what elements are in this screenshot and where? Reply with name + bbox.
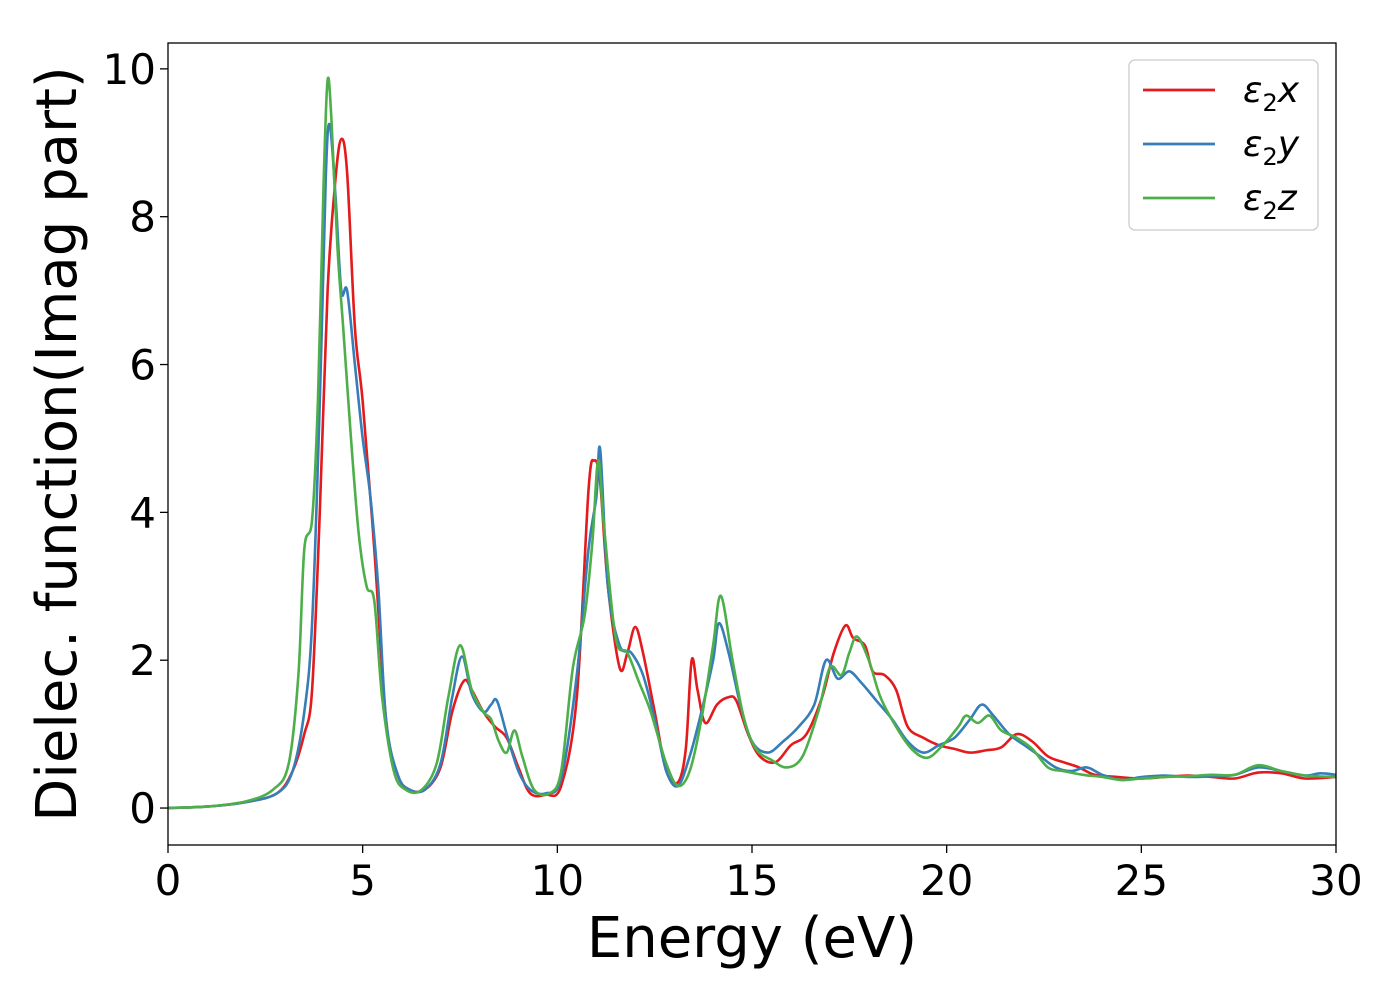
y-tick-label: 6 — [129, 341, 156, 390]
x-tick-label: 0 — [155, 856, 182, 905]
legend-box — [1128, 59, 1319, 231]
x-tick-label: 20 — [920, 856, 973, 905]
y-tick-label: 10 — [103, 45, 156, 94]
series-line-z — [168, 76, 1336, 810]
axis-ticks: 0 5 10 15 20 25 30 0 2 4 6 8 10 — [103, 45, 1363, 905]
y-tick-label: 2 — [129, 636, 156, 685]
x-tick-label: 15 — [725, 856, 778, 905]
y-axis-title: Dielec. function(Imag part) — [25, 66, 90, 822]
y-tick-label: 8 — [129, 193, 156, 242]
x-tick-label: 30 — [1309, 856, 1362, 905]
x-tick-label: 5 — [349, 856, 376, 905]
series-lines — [168, 76, 1336, 810]
legend: ε2x ε2y ε2z — [1128, 59, 1319, 231]
series-line-y — [168, 122, 1336, 810]
y-tick-label: 4 — [129, 488, 156, 537]
legend-label-x: ε2x — [1243, 70, 1300, 117]
x-axis-title: Energy (eV) — [587, 906, 917, 971]
x-tick-label: 10 — [531, 856, 584, 905]
legend-label-y: ε2y — [1243, 124, 1300, 171]
legend-label-z: ε2z — [1243, 178, 1298, 225]
x-tick-label: 25 — [1115, 856, 1168, 905]
y-tick-label: 0 — [129, 784, 156, 833]
